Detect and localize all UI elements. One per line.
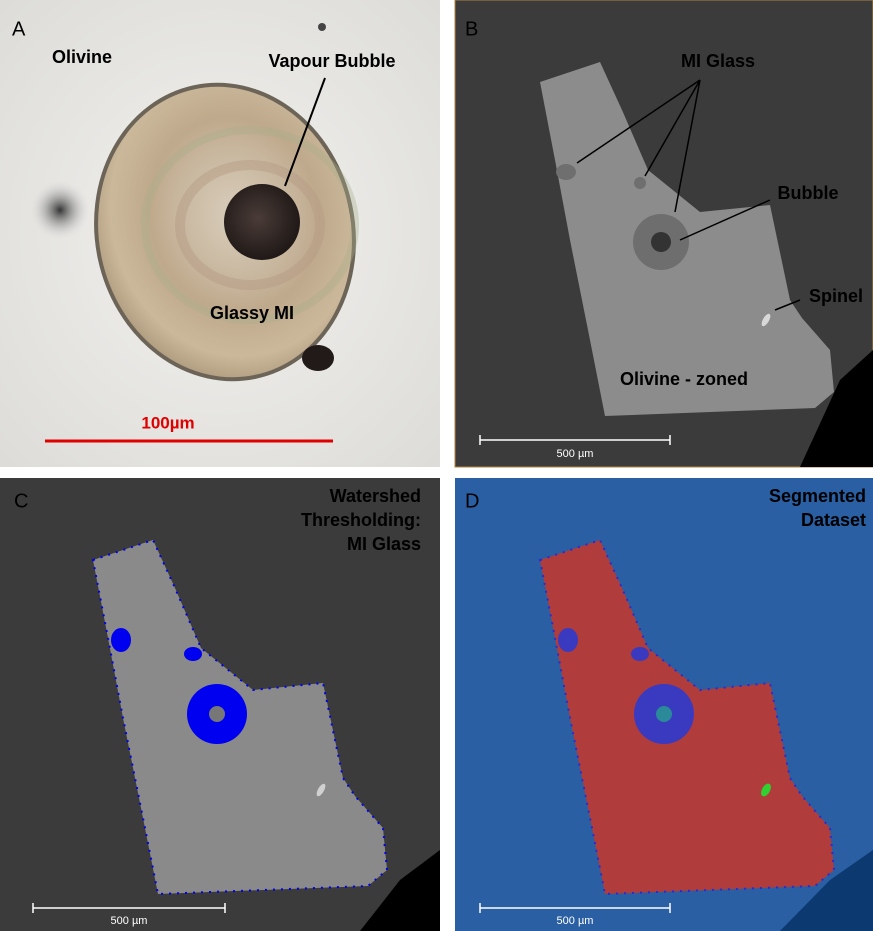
mi-glass	[184, 647, 202, 661]
annotation: Glassy MI	[210, 303, 294, 323]
blur-spot	[30, 180, 90, 240]
vapour-bubble	[224, 184, 300, 260]
annotation: Dataset	[801, 510, 866, 530]
annotation: MI Glass	[347, 534, 421, 554]
mi-glass	[556, 164, 576, 180]
panel-d: D Segmented Dataset 500 µm	[455, 478, 873, 931]
annotation: Bubble	[778, 183, 839, 203]
mi-glass	[111, 628, 131, 652]
mi-glass	[634, 177, 646, 189]
figure: A Olivine Vapour Bubble Glassy MI 100µm …	[0, 0, 873, 931]
annotation: Thresholding:	[301, 510, 421, 530]
annotation: Olivine - zoned	[620, 369, 748, 389]
annotation: Olivine	[52, 47, 112, 67]
annotation: Vapour Bubble	[268, 51, 395, 71]
panel-b: B MI Glass Bubble Spinel Olivine - zoned…	[455, 0, 873, 467]
scale-label: 500 µm	[111, 915, 148, 927]
dark-inclusion	[302, 345, 334, 371]
panel-label: A	[12, 18, 26, 40]
bubble	[656, 706, 672, 722]
annotation: MI Glass	[681, 51, 755, 71]
mi-glass	[558, 628, 578, 652]
panel-a: A Olivine Vapour Bubble Glassy MI 100µm	[0, 0, 440, 467]
bubble	[651, 232, 671, 252]
panel-label: B	[465, 18, 478, 40]
panel-c: C Watershed Thresholding: MI Glass 500 µ…	[0, 478, 440, 931]
mi-glass	[631, 647, 649, 661]
bubble	[209, 706, 225, 722]
scale-label: 100µm	[141, 413, 194, 432]
speck	[318, 23, 326, 31]
annotation: Watershed	[330, 486, 421, 506]
panel-label: D	[465, 490, 479, 512]
scale-label: 500 µm	[557, 915, 594, 927]
annotation: Spinel	[809, 286, 863, 306]
panel-label: C	[14, 490, 28, 512]
annotation: Segmented	[769, 486, 866, 506]
scale-label: 500 µm	[557, 448, 594, 460]
